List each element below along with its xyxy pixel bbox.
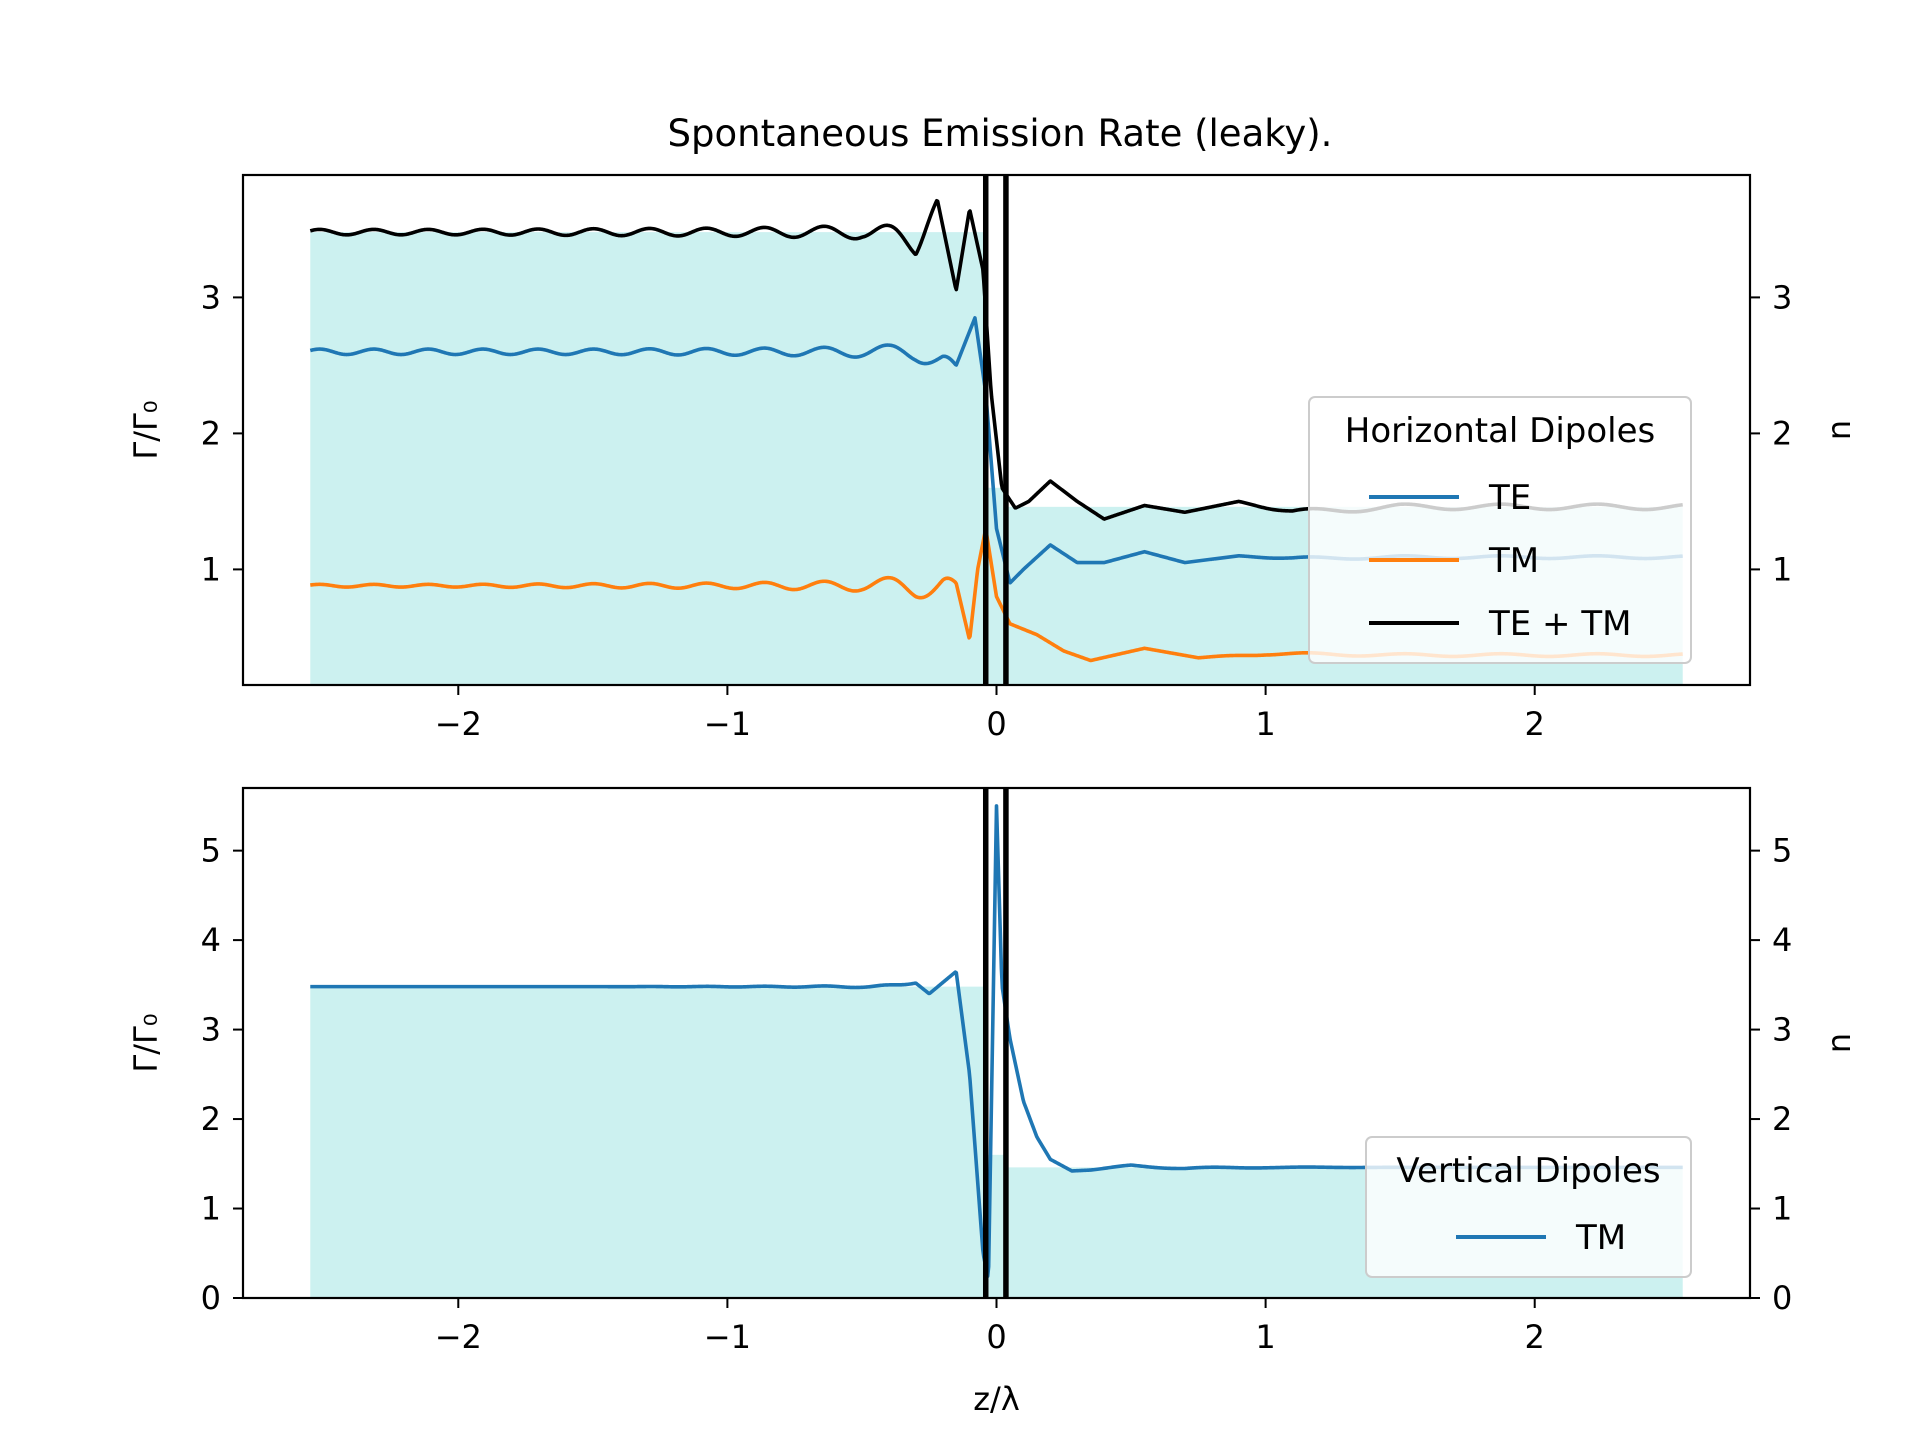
y-tick-label-right: 3	[1772, 278, 1792, 316]
x-tick-label: 1	[1255, 705, 1275, 743]
y-tick-label-right: 0	[1772, 1279, 1792, 1317]
index-profile-segment-0	[310, 232, 984, 685]
legend-title: Horizontal Dipoles	[1345, 411, 1656, 451]
y-tick-label-left: 3	[201, 278, 221, 316]
legend-label: TE + TM	[1488, 604, 1631, 644]
x-tick-label: −2	[435, 705, 482, 743]
y-tick-label-right: 2	[1772, 1100, 1792, 1138]
legend-box	[1365, 1136, 1692, 1278]
y-tick-label-left: 1	[201, 1190, 221, 1228]
legend-title: Vertical Dipoles	[1396, 1151, 1660, 1191]
legend: Horizontal Dipoles TE TM TE + TM	[1308, 396, 1692, 664]
y-tick-label-left: 2	[201, 414, 221, 452]
x-axis-label: z/λ	[973, 1380, 1020, 1418]
x-tick-label: 2	[1525, 705, 1545, 743]
y-axis-label-left: Γ/Γ₀	[127, 400, 165, 459]
legend: Vertical Dipoles TM	[1365, 1136, 1692, 1278]
y-tick-label-right: 1	[1772, 550, 1792, 588]
y-tick-label-right: 2	[1772, 414, 1792, 452]
y-tick-label-right: 4	[1772, 921, 1792, 959]
y-tick-label-right: 3	[1772, 1011, 1792, 1049]
y-tick-label-left: 2	[201, 1100, 221, 1138]
x-tick-label: −1	[704, 705, 751, 743]
legend-box	[1308, 396, 1692, 664]
y-axis-label-right: n	[1820, 1033, 1858, 1053]
y-tick-label-left: 5	[201, 832, 221, 870]
y-tick-label-left: 3	[201, 1011, 221, 1049]
y-tick-label-left: 1	[201, 550, 221, 588]
x-tick-label: 1	[1255, 1318, 1275, 1356]
x-tick-label: −1	[704, 1318, 751, 1356]
chart-title: Spontaneous Emission Rate (leaky).	[668, 112, 1333, 155]
bottom-panel: −2 −1 0 1 2 0 0 1 1 2 2 3 3 4 4 5 5 Γ/Γ₀ n z/λ Vertical Dipo…	[127, 786, 1858, 1418]
legend-label: TM	[1575, 1218, 1626, 1258]
y-tick-label-right: 5	[1772, 832, 1792, 870]
x-tick-label: −2	[435, 1318, 482, 1356]
index-profile-segment-0	[310, 986, 984, 1298]
y-tick-label-left: 4	[201, 921, 221, 959]
top-panel: −2 −1 0 1 2 1 1 2 2 3 3 Γ/Γ₀ n Horizontal Dipoles TE TM…	[127, 173, 1858, 743]
y-tick-label-right: 1	[1772, 1190, 1792, 1228]
legend-label: TM	[1488, 541, 1539, 581]
legend-label: TE	[1488, 478, 1531, 518]
y-tick-label-left: 0	[201, 1279, 221, 1317]
x-tick-label: 0	[986, 705, 1006, 743]
y-axis-label-left: Γ/Γ₀	[127, 1013, 165, 1072]
x-tick-label: 2	[1525, 1318, 1545, 1356]
y-axis-label-right: n	[1820, 420, 1858, 440]
x-tick-label: 0	[986, 1318, 1006, 1356]
